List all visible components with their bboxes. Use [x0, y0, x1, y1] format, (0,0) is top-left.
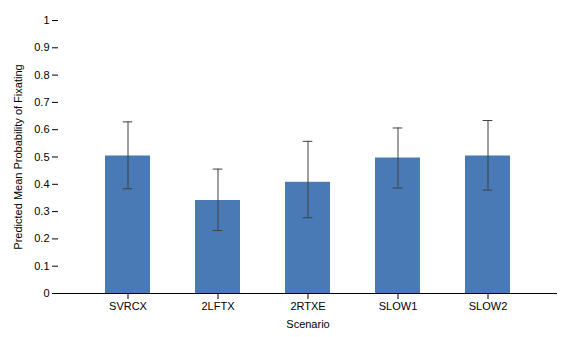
- svg-text:0.3: 0.3: [34, 205, 49, 217]
- svg-text:0.8: 0.8: [34, 69, 49, 81]
- svg-text:0.4: 0.4: [34, 178, 49, 190]
- svg-text:0.6: 0.6: [34, 123, 49, 135]
- svg-text:SLOW2: SLOW2: [469, 300, 508, 312]
- svg-text:SVRCX: SVRCX: [109, 300, 148, 312]
- svg-text:SLOW1: SLOW1: [379, 300, 418, 312]
- svg-text:0: 0: [43, 287, 49, 299]
- svg-text:0.5: 0.5: [34, 151, 49, 163]
- svg-text:0.1: 0.1: [34, 260, 49, 272]
- svg-text:1: 1: [43, 14, 49, 26]
- svg-text:2RTXE: 2RTXE: [290, 300, 325, 312]
- svg-text:2LFTX: 2LFTX: [201, 300, 235, 312]
- svg-text:0.9: 0.9: [34, 41, 49, 53]
- svg-text:0.2: 0.2: [34, 232, 49, 244]
- svg-text:Predicted Mean Probability of: Predicted Mean Probability of Fixating: [12, 64, 24, 249]
- svg-text:Scenario: Scenario: [286, 318, 329, 330]
- svg-text:0.7: 0.7: [34, 96, 49, 108]
